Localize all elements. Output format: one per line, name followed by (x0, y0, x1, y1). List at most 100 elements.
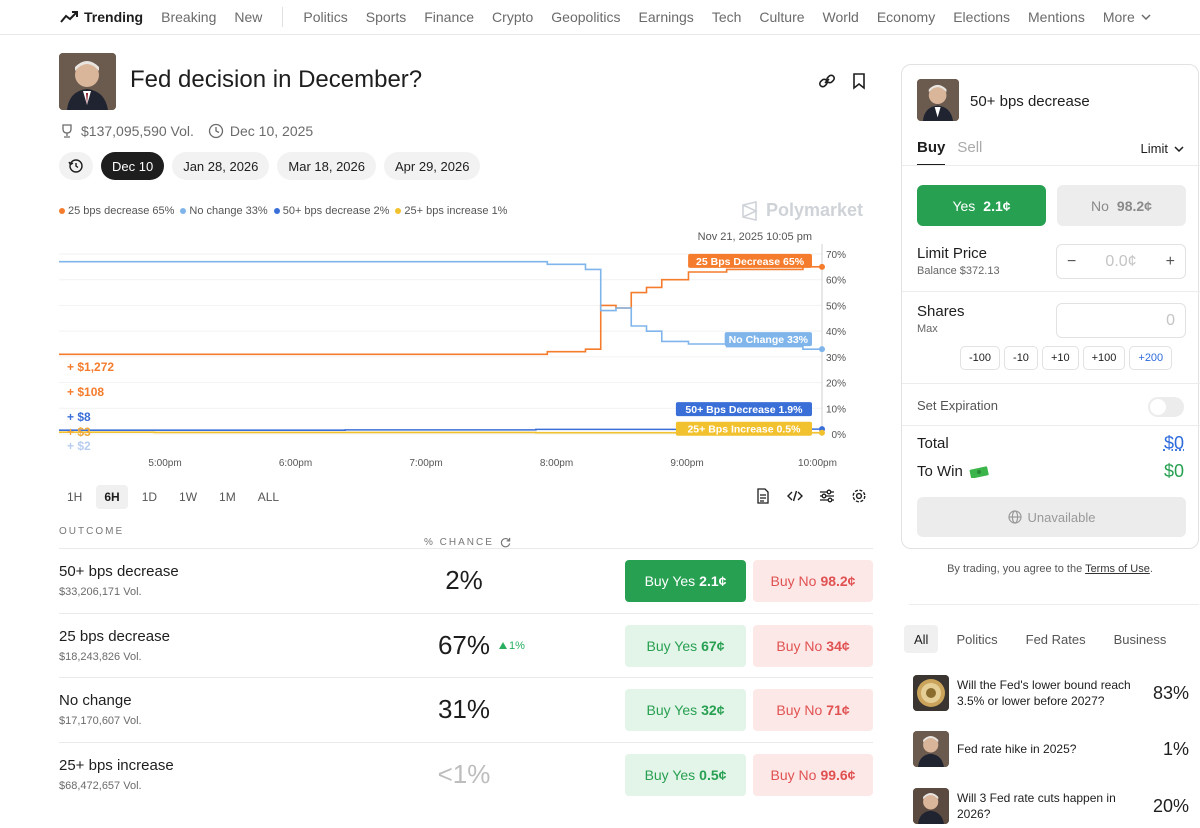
unavailable-button[interactable]: Unavailable (917, 497, 1186, 537)
outcome-no-button[interactable]: No 98.2¢ (1057, 185, 1186, 226)
outcome-yes-button[interactable]: Yes 2.1¢ (917, 185, 1046, 226)
table-row[interactable]: 25 bps decrease $18,243,826 Vol. 67% 1% … (59, 613, 873, 678)
date-tab-jan-28[interactable]: Jan 28, 2026 (172, 152, 269, 180)
related-market-image (913, 675, 949, 711)
related-market[interactable]: Will 3 Fed rate cuts happen in 2026? 20% (913, 788, 1193, 828)
buy-yes-button[interactable]: Buy Yes 0.5¢ (625, 754, 746, 796)
expiration-toggle[interactable] (1148, 397, 1184, 417)
nav-tech[interactable]: Tech (712, 9, 742, 25)
range-1m[interactable]: 1M (211, 485, 244, 509)
quick-minus-100[interactable]: -100 (960, 346, 1000, 370)
table-row[interactable]: 50+ bps decrease $33,206,171 Vol. 2% Buy… (59, 548, 873, 613)
nav-mentions[interactable]: Mentions (1028, 9, 1085, 25)
x-tick-label: 9:00pm (670, 458, 703, 469)
decrement-button[interactable]: − (1067, 253, 1076, 271)
related-market-chance: 20% (1153, 796, 1189, 817)
balance-label: Balance $372.13 (917, 265, 1000, 277)
quick-plus-100[interactable]: +100 (1083, 346, 1126, 370)
related-market[interactable]: Fed rate hike in 2025? 1% (913, 731, 1193, 771)
buy-yes-label: Buy Yes (645, 767, 696, 783)
quick-minus-10[interactable]: -10 (1004, 346, 1038, 370)
related-tab-fed-rates[interactable]: Fed Rates (1016, 625, 1096, 653)
nav-world[interactable]: World (823, 9, 859, 25)
hover-timestamp: Nov 21, 2025 10:05 pm (698, 231, 812, 243)
nav-elections[interactable]: Elections (953, 9, 1010, 25)
embed-code-icon[interactable] (787, 488, 803, 504)
buy-yes-button[interactable]: Buy Yes 67¢ (625, 625, 746, 667)
y-tick-label: 60% (826, 276, 846, 287)
date-tab-apr-29[interactable]: Apr 29, 2026 (384, 152, 480, 180)
related-market[interactable]: Will the Fed's lower bound reach 3.5% or… (913, 675, 1193, 715)
shares-input[interactable]: 0 (1056, 303, 1186, 338)
nav-earnings[interactable]: Earnings (639, 9, 694, 25)
buy-no-button[interactable]: Buy No 34¢ (753, 625, 873, 667)
table-row[interactable]: No change $17,170,607 Vol. 31% Buy Yes 32… (59, 677, 873, 742)
related-tab-all[interactable]: All (904, 625, 938, 653)
nav-culture[interactable]: Culture (759, 9, 804, 25)
nav-crypto[interactable]: Crypto (492, 9, 533, 25)
related-tab-business[interactable]: Business (1104, 625, 1177, 653)
history-button[interactable] (59, 152, 93, 180)
nav-more[interactable]: More (1103, 9, 1151, 25)
legend-dot (59, 208, 65, 214)
range-all[interactable]: ALL (250, 485, 287, 509)
terms-suffix: . (1150, 563, 1153, 575)
limit-price-value[interactable]: 0.0¢ (1105, 253, 1136, 271)
filter-sliders-icon[interactable] (819, 488, 835, 504)
range-1w[interactable]: 1W (171, 485, 205, 509)
buy-yes-button[interactable]: Buy Yes 32¢ (625, 689, 746, 731)
nav-finance[interactable]: Finance (424, 9, 474, 25)
bookmark-icon[interactable] (850, 72, 868, 90)
price-chart[interactable]: Nov 21, 2025 10:05 pm 70% 60% 50% 40% 30% 20% 1… (59, 226, 849, 476)
outcome-chance: 2% (399, 565, 529, 596)
increment-button[interactable]: + (1166, 253, 1175, 271)
legend-item: 25+ bps increase 1% (395, 205, 507, 217)
triangle-up-icon (499, 642, 507, 649)
range-1h[interactable]: 1H (59, 485, 90, 509)
limit-price-stepper[interactable]: − 0.0¢ + (1056, 244, 1186, 279)
document-icon[interactable] (755, 488, 771, 504)
related-tab-politics[interactable]: Politics (946, 625, 1007, 653)
date-tab-mar-18[interactable]: Mar 18, 2026 (277, 152, 376, 180)
refresh-icon[interactable] (500, 537, 511, 548)
buy-no-price: 98.2¢ (820, 573, 855, 589)
range-6h[interactable]: 6H (96, 485, 127, 509)
range-1d[interactable]: 1D (134, 485, 165, 509)
buy-no-label: Buy No (771, 767, 817, 783)
date-tab-dec-10[interactable]: Dec 10 (101, 152, 164, 180)
quick-plus-200[interactable]: +200 (1129, 346, 1172, 370)
series-end-label: 25 Bps Decrease 65% (696, 256, 805, 268)
legend-dot (395, 208, 401, 214)
table-row[interactable]: 25+ bps increase $68,472,657 Vol. <1% Bu… (59, 742, 873, 807)
chevron-down-icon (1141, 14, 1151, 20)
buy-yes-price: 0.5¢ (699, 767, 726, 783)
nav-politics[interactable]: Politics (303, 9, 347, 25)
settings-gear-icon[interactable] (851, 488, 867, 504)
nav-geopolitics[interactable]: Geopolitics (551, 9, 620, 25)
order-type-select[interactable]: Limit (1141, 141, 1184, 156)
legend-label: 50+ bps decrease 2% (283, 205, 390, 217)
nav-divider (282, 7, 283, 27)
tab-buy[interactable]: Buy (917, 139, 945, 166)
nav-trending[interactable]: Trending (60, 9, 143, 25)
buy-no-button[interactable]: Buy No 71¢ (753, 689, 873, 731)
buy-yes-price: 2.1¢ (699, 573, 726, 589)
buy-no-button[interactable]: Buy No 98.2¢ (753, 560, 873, 602)
nav-economy[interactable]: Economy (877, 9, 935, 25)
tab-sell[interactable]: Sell (957, 139, 982, 166)
buy-no-button[interactable]: Buy No 99.6¢ (753, 754, 873, 796)
buy-yes-button[interactable]: Buy Yes 2.1¢ (625, 560, 746, 602)
nav-more-label: More (1103, 9, 1135, 25)
outcome-volume: $17,170,607 Vol. (59, 715, 142, 727)
nav-sports[interactable]: Sports (366, 9, 406, 25)
nav-trending-label: Trending (84, 9, 143, 25)
nav-new[interactable]: New (234, 9, 262, 25)
series-end-point (819, 264, 825, 270)
x-tick-label: 10:00pm (798, 458, 837, 469)
quick-plus-10[interactable]: +10 (1042, 346, 1079, 370)
outcome-table: 50+ bps decrease $33,206,171 Vol. 2% Buy… (59, 548, 873, 806)
terms-link[interactable]: Terms of Use (1085, 563, 1150, 575)
nav-breaking[interactable]: Breaking (161, 9, 216, 25)
max-label[interactable]: Max (917, 323, 938, 335)
link-icon[interactable] (818, 72, 836, 90)
